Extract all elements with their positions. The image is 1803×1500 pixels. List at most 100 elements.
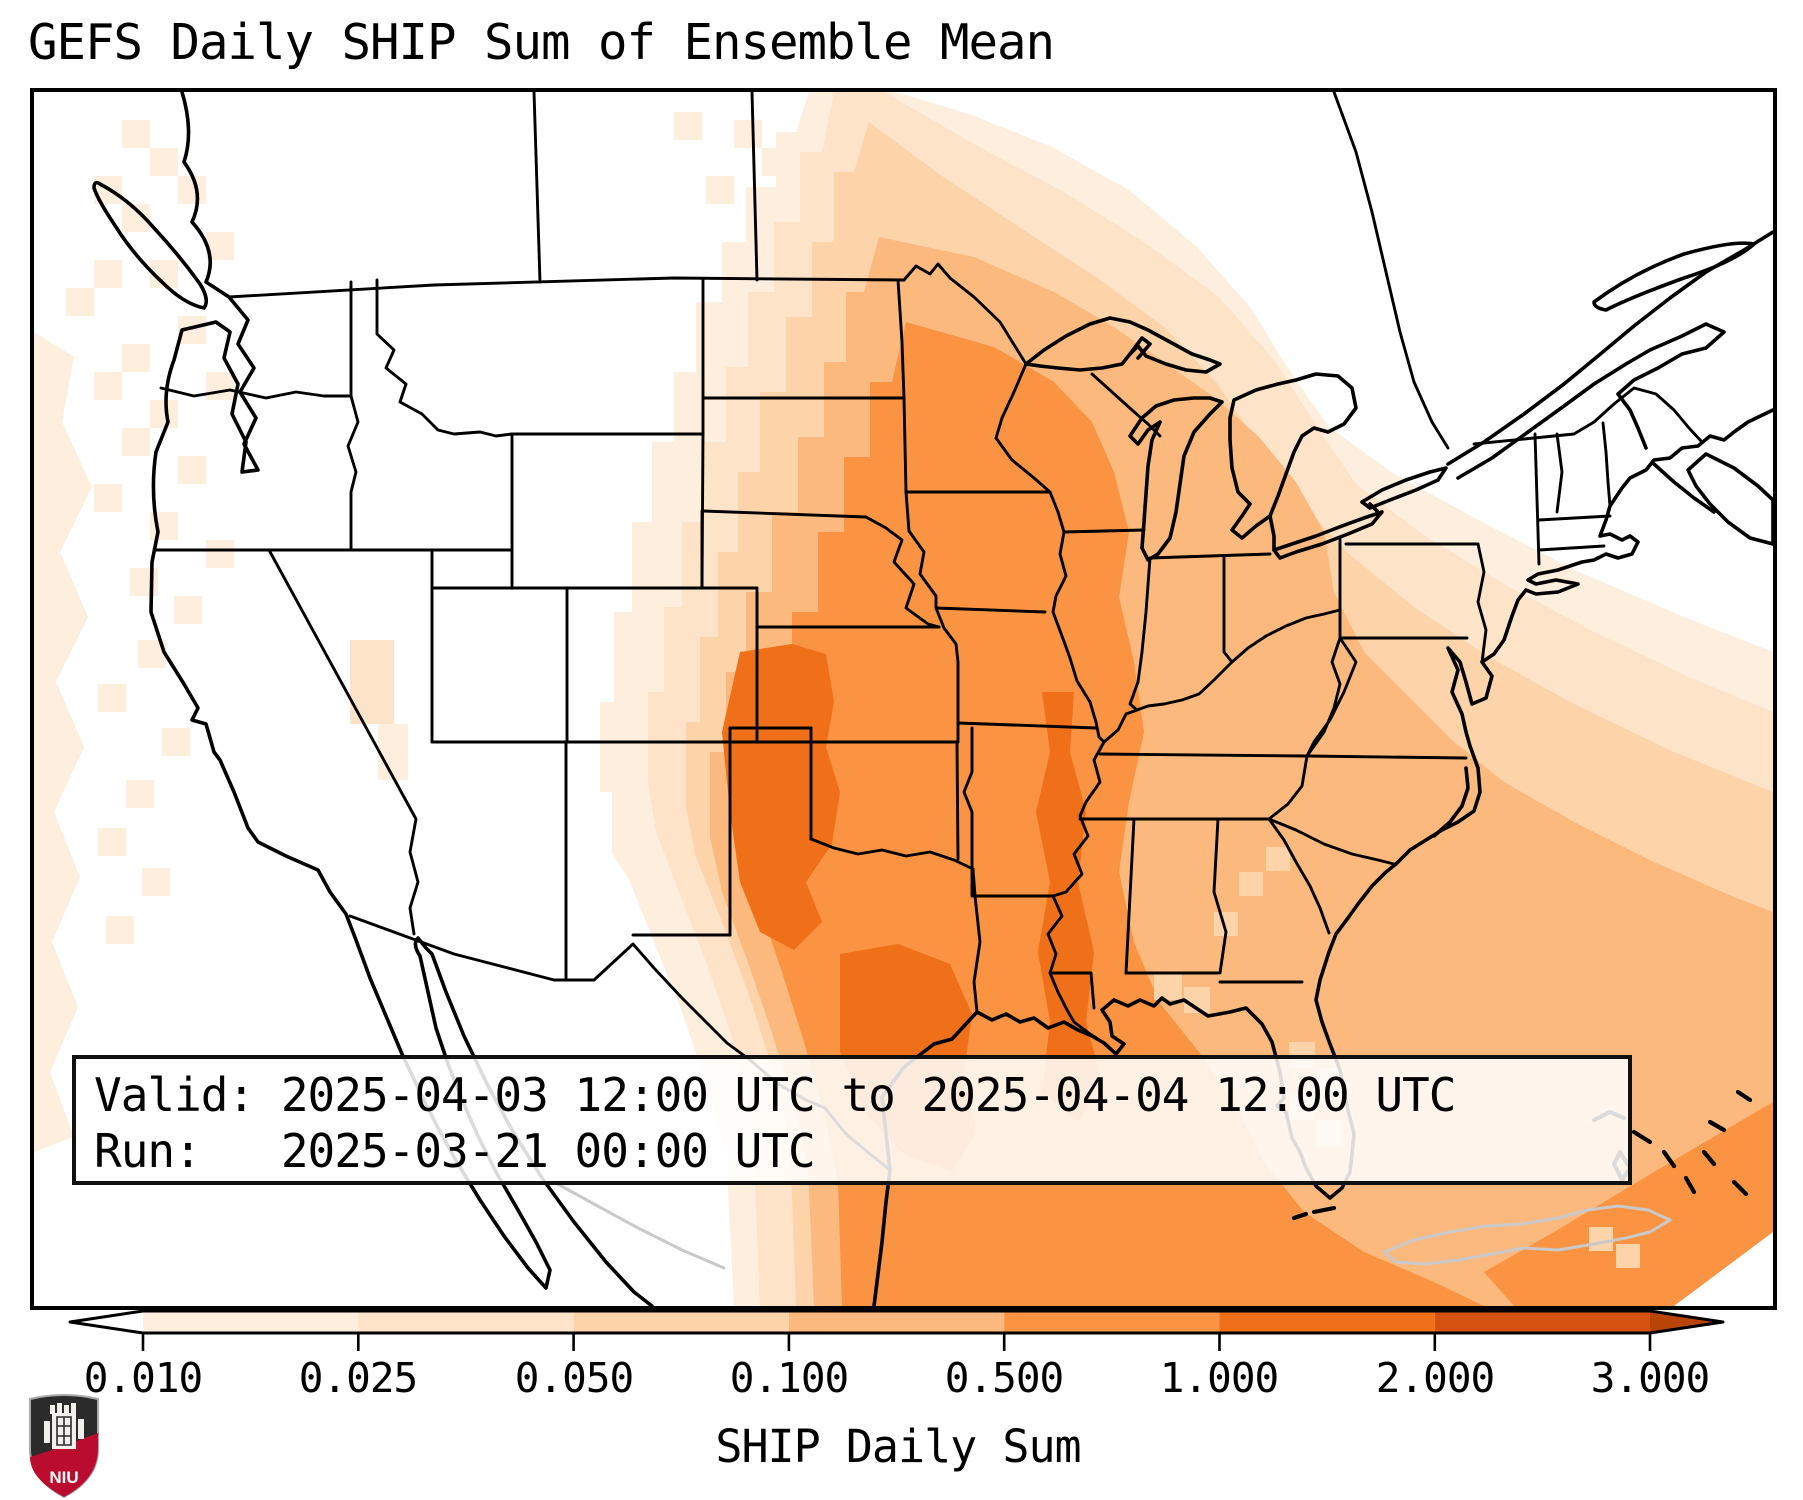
cuba-outline [1382, 1204, 1672, 1266]
border-vt-nh [1555, 432, 1564, 514]
border-ia-mo [934, 606, 1047, 614]
nodata-wedge [1674, 1232, 1773, 1306]
border-in-oh [1222, 554, 1234, 664]
pamlico-sound [1432, 766, 1470, 838]
pacific-coast [149, 92, 654, 1306]
colorbar-tick-label: 3.000 [1590, 1354, 1710, 1402]
border-ma-north [1537, 514, 1612, 522]
st-lawrence-north [1446, 230, 1773, 466]
border-ia-ne [904, 490, 960, 664]
lake-michigan [1128, 396, 1224, 562]
gulf-atlantic-coast [872, 408, 1773, 1306]
border-mn-west [896, 278, 908, 494]
border-on-qc [1332, 92, 1450, 450]
border-ny-east [1533, 432, 1541, 566]
colorbar-tick-label: 0.500 [944, 1354, 1064, 1402]
colorbar-tick-label: 0.010 [83, 1354, 203, 1402]
niu-logo-text: NIU [49, 1468, 78, 1487]
colorbar-left-arrow [70, 1311, 143, 1333]
heat-pnw-wash [34, 332, 92, 1152]
mexico-interior-line [552, 1180, 726, 1270]
colorbar-seg-6 [1219, 1311, 1435, 1333]
border-tn-nc [1267, 754, 1309, 821]
colorbar-tick-label: 2.000 [1375, 1354, 1495, 1402]
niu-castle-windows [56, 1416, 72, 1446]
border-ca-nv-az [267, 548, 420, 936]
border-il-in [1128, 556, 1152, 712]
colorbar-axis-label: SHIP Daily Sum [715, 1420, 1081, 1473]
border-ms-al [1124, 817, 1136, 975]
border-ab-sk [532, 92, 542, 284]
keweenaw [1128, 336, 1152, 360]
lake-ontario [1360, 466, 1448, 510]
border-nc-va [1305, 754, 1468, 760]
border-wi-mi [1090, 372, 1162, 438]
heat-level-6-mississippi [1036, 692, 1102, 1122]
border-al-ga [1212, 817, 1228, 975]
colorbar-right-arrow [1650, 1311, 1723, 1333]
state-borders [154, 92, 1704, 1172]
colorbar-seg-7 [1434, 1311, 1650, 1333]
colorbar-seg-4 [788, 1311, 1005, 1333]
border-nh-me [1601, 421, 1612, 508]
border-ky-east [1305, 636, 1342, 758]
heat-level-5-caribbean [1484, 1102, 1773, 1306]
border-mississippi-river [994, 436, 1106, 1045]
anticosti-island [1592, 241, 1756, 312]
bay-of-fundy [1652, 462, 1716, 514]
border-mn-wi [994, 362, 1028, 440]
colorbar-seg-5 [1004, 1311, 1220, 1333]
border-wv-va [1305, 636, 1358, 758]
border-mn-canada [902, 262, 1028, 366]
map-panel: Valid: 2025-04-03 12:00 UTC to 2025-04-0… [30, 88, 1777, 1310]
border-ok-east [955, 740, 960, 861]
border-tx-la [971, 867, 982, 1014]
heat-pnw-speckles [66, 112, 790, 944]
border-ma-south [1537, 544, 1606, 552]
border-il-wi [1062, 528, 1146, 534]
colorbar-ticks [141, 1333, 1652, 1351]
colorbar-tick-label: 0.100 [729, 1354, 849, 1402]
lake-huron [1228, 372, 1358, 540]
lake-erie [1272, 510, 1384, 560]
border-us-canada [227, 276, 906, 299]
border-nc-sc [1267, 817, 1396, 866]
colorbar-tick-label: 0.025 [298, 1354, 418, 1402]
border-tn-ky [1098, 752, 1309, 758]
border-wa-or [159, 386, 353, 400]
st-lawrence-south [1456, 322, 1726, 480]
border-mo-south [956, 721, 1098, 730]
border-45n [1472, 386, 1704, 446]
border-delaware-river [1476, 542, 1488, 664]
lake-superior [1024, 316, 1222, 374]
border-ohio-river [1102, 608, 1342, 744]
border-ar-west [962, 726, 974, 898]
detroit-river [1268, 514, 1276, 552]
colorbar-strip [68, 1309, 1725, 1351]
figure-title: GEFS Daily SHIP Sum of Ensemble Mean [28, 14, 1055, 71]
valid-run-info-box: Valid: 2025-04-03 12:00 UTC to 2025-04-0… [72, 1055, 1632, 1185]
nova-scotia [1686, 452, 1773, 546]
niagara-river [1368, 502, 1380, 514]
border-sd-ne [701, 509, 941, 629]
niu-logo: NIU [29, 1394, 99, 1499]
vancouver-island [92, 180, 209, 310]
gray-coastlines [552, 1180, 1672, 1270]
border-mt-id [375, 278, 514, 438]
heat-level-6-oklahoma [722, 644, 840, 950]
colorbar-seg-1 [143, 1311, 359, 1333]
coastlines [92, 92, 1773, 1306]
colorbar [67, 1309, 1730, 1355]
colorbar-seg-2 [358, 1311, 574, 1333]
border-red-river [809, 837, 975, 871]
colorbar-tick-label: 1.000 [1159, 1354, 1279, 1402]
niu-red-band [30, 1433, 98, 1497]
border-ga-sc [1267, 817, 1331, 935]
colorbar-seg-3 [573, 1311, 789, 1333]
border-la-ms [1048, 971, 1096, 1010]
border-mi-oh-in [1148, 552, 1272, 560]
colorbar-tick-label: 0.050 [514, 1354, 634, 1402]
border-sk-mb [750, 92, 759, 282]
valid-line: Valid: 2025-04-03 12:00 UTC to 2025-04-0… [94, 1068, 1456, 1122]
border-or-id [346, 394, 360, 552]
